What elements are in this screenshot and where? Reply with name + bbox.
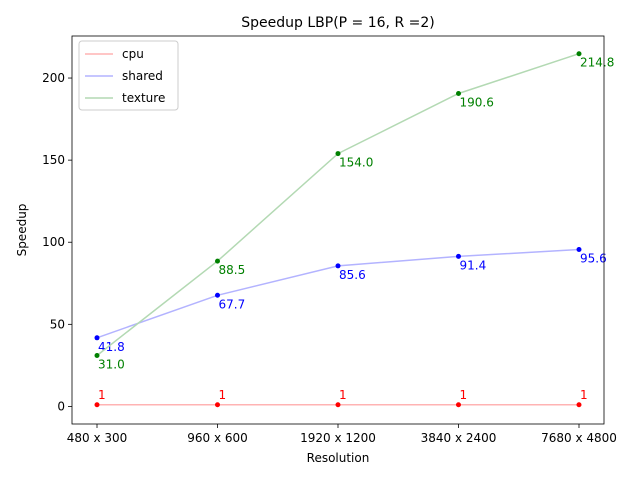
data-label-cpu: 1 [339, 388, 347, 402]
x-tick-label: 480 x 300 [67, 431, 128, 445]
data-label-texture: 190.6 [460, 95, 494, 109]
data-point-cpu [456, 402, 461, 408]
data-label-texture: 88.5 [219, 263, 246, 277]
data-point-texture [215, 258, 220, 264]
data-point-cpu [576, 402, 582, 408]
axes: 0 50 100 150 200 480 x 300 960 x 600 1920 x 120… [42, 35, 617, 445]
data-point-shared [94, 335, 100, 341]
legend-label-shared: shared [122, 69, 163, 83]
y-tick-label: 200 [42, 71, 65, 85]
x-tick-label: 960 x 600 [187, 431, 248, 445]
data-label-texture: 31.0 [98, 358, 125, 372]
x-tick-label: 1920 x 1200 [300, 431, 376, 445]
data-label-cpu: 1 [580, 388, 588, 402]
data-label-cpu: 1 [460, 388, 468, 402]
x-tick-label: 3840 x 2400 [421, 431, 497, 445]
data-point-shared [576, 246, 582, 252]
data-label-shared: 67.7 [219, 297, 246, 311]
legend-label-cpu: cpu [122, 47, 144, 61]
data-point-shared [456, 253, 461, 259]
x-tick-label: 7680 x 4800 [541, 431, 617, 445]
legend: cpu shared texture [78, 40, 179, 111]
data-point-shared [335, 263, 341, 269]
legend-box [78, 40, 179, 111]
data-point-texture [456, 90, 461, 96]
plot-marks: 1 1 1 1 141.867.785.691.4 95.631.088.5154.019… [94, 51, 614, 408]
data-label-shared: 91.4 [460, 258, 487, 272]
data-label-shared: 95.6 [580, 251, 607, 265]
y-axis-label: Speedup [15, 204, 29, 257]
data-point-cpu [94, 402, 100, 408]
data-label-cpu: 1 [219, 388, 227, 402]
y-tick-label: 50 [50, 317, 65, 331]
data-point-texture [576, 51, 582, 57]
data-label-cpu: 1 [98, 388, 106, 402]
y-tick-label: 0 [57, 399, 65, 413]
y-tick-label: 100 [42, 235, 65, 249]
data-point-cpu [215, 402, 220, 408]
y-tick-label: 150 [42, 153, 65, 167]
series-line-shared [96, 248, 580, 339]
data-point-cpu [335, 402, 341, 408]
chart-title: Speedup LBP(P = 16, R =2) [241, 15, 434, 31]
data-point-texture [94, 353, 100, 359]
x-axis-label: Resolution [307, 451, 370, 465]
data-label-texture: 154.0 [339, 156, 373, 170]
data-point-texture [335, 151, 341, 157]
data-label-texture: 214.8 [580, 56, 614, 70]
legend-label-texture: texture [122, 91, 165, 105]
data-label-shared: 85.6 [339, 268, 366, 282]
data-point-shared [215, 292, 220, 298]
